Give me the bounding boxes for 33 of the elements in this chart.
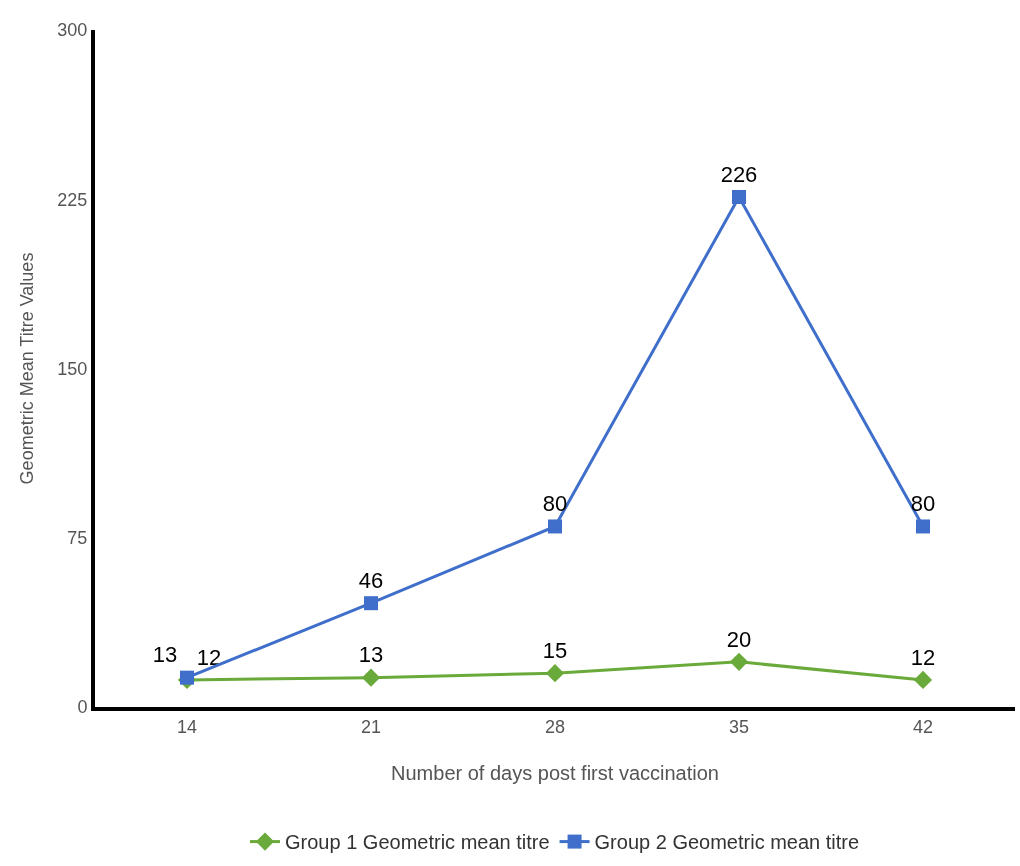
data-label: 13 [358, 642, 384, 668]
point [361, 668, 381, 687]
point [364, 596, 378, 611]
data-label: 46 [358, 567, 384, 593]
point [913, 670, 933, 690]
legend-label: Group 1 Geometric mean titre [285, 831, 550, 854]
legend-label: Group 2 Geometric mean titre [594, 831, 860, 854]
data-label: 15 [542, 637, 568, 663]
data-label: 12 [910, 644, 936, 670]
x-tick-label: 21 [360, 716, 382, 737]
y-tick-label: 75 [67, 528, 88, 549]
data-label: 226 [720, 161, 758, 187]
y-axis-title: Geometric Mean Titre Values [17, 252, 38, 485]
point [916, 519, 930, 534]
data-label: 12 [196, 644, 222, 670]
data-label: 13 [152, 642, 178, 668]
x-tick-label: 28 [544, 716, 566, 737]
point [545, 664, 565, 683]
y-tick-label: 150 [57, 358, 88, 379]
x-axis-title: Number of days post first vaccination [391, 762, 719, 784]
point [180, 670, 194, 685]
data-label: 20 [726, 626, 752, 652]
x-tick-label: 35 [728, 716, 750, 737]
y-tick-label: 225 [57, 189, 88, 210]
y-tick-label: 0 [77, 697, 88, 718]
x-tick-label: 42 [912, 716, 934, 737]
point [729, 652, 749, 671]
y-tick-label: 300 [57, 20, 88, 41]
point [732, 189, 746, 204]
data-label: 80 [910, 491, 936, 517]
point [548, 519, 562, 534]
x-tick-label: 14 [176, 716, 198, 737]
data-label: 80 [542, 491, 568, 517]
